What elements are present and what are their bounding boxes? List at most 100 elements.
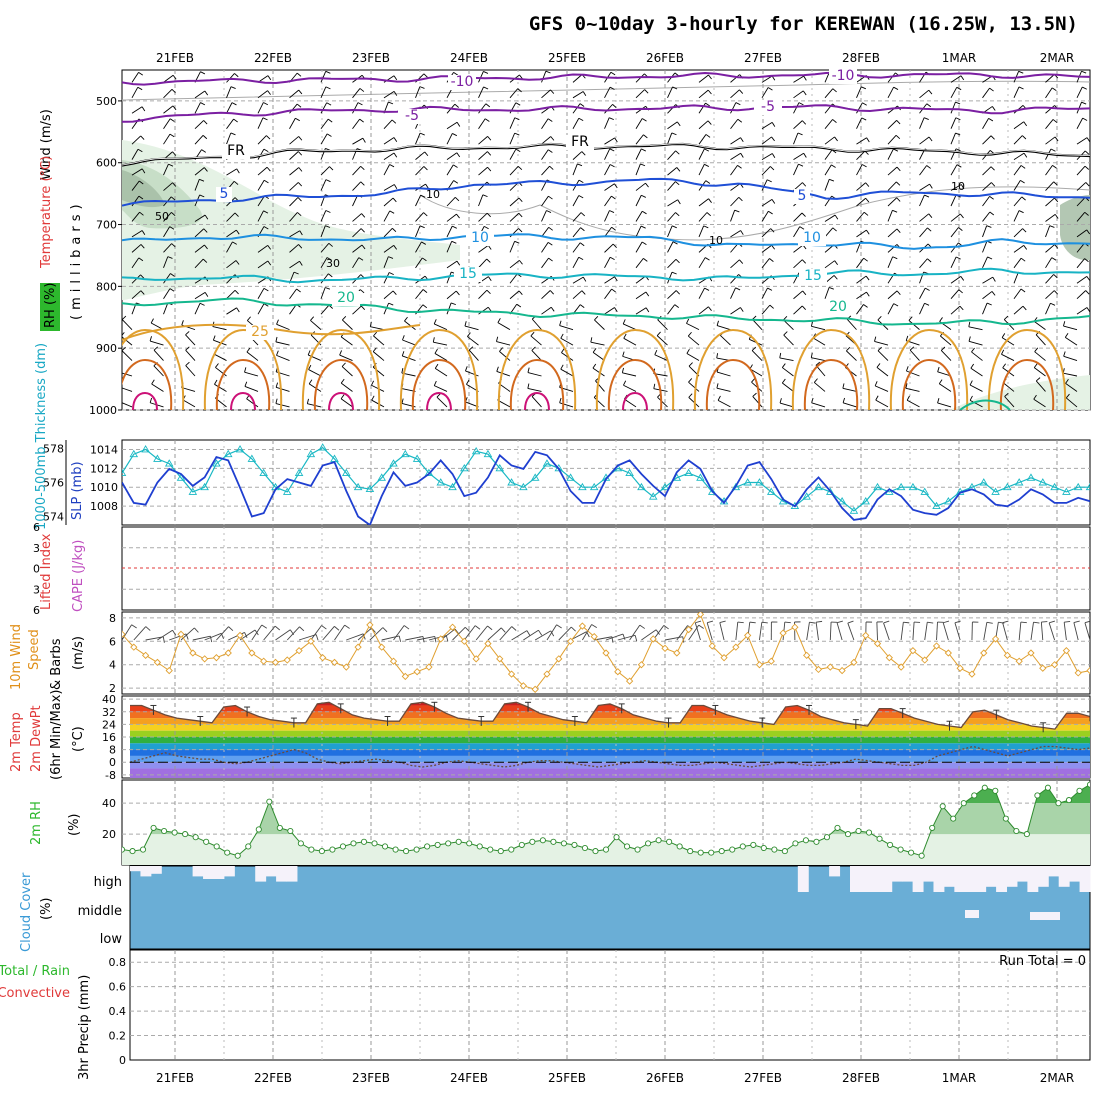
wind-barb [793, 90, 804, 99]
wind-barb-flag [296, 288, 301, 293]
wind10-barb-flag [434, 636, 437, 643]
wind-barb [496, 371, 511, 377]
wind-barb-flag [392, 227, 397, 233]
temp-band [130, 737, 1090, 744]
wind-barb-flag [389, 210, 395, 214]
wind-barb-flag [846, 346, 851, 352]
wind-barb [982, 291, 993, 300]
wind-barb [950, 164, 958, 176]
wind-barb [1045, 214, 1056, 222]
wind-barb [856, 197, 866, 207]
wind-barb [468, 349, 479, 361]
wind-barb-flag [357, 102, 363, 106]
wind-barb [1013, 196, 1023, 207]
isotherm-label-bg [454, 267, 482, 282]
wind-barb-flag [1052, 119, 1058, 123]
slp-marker [471, 446, 481, 455]
rh-marker [487, 846, 494, 853]
wind-barb-flag [423, 73, 428, 78]
wind10-barb-flag [261, 624, 268, 629]
wind-barb [340, 336, 353, 346]
rh-marker [1065, 797, 1073, 804]
wind-barb [289, 151, 299, 160]
wind-barb [496, 341, 511, 346]
wind-barb-flag [677, 199, 681, 205]
wind-barb [595, 380, 605, 392]
wind10-barb-flag [321, 625, 327, 630]
wind-barb [541, 118, 549, 129]
wind-barb-flag [204, 244, 208, 250]
wind-barb-flag [988, 118, 994, 122]
wind10-barb [251, 624, 263, 641]
wind-barb-flag [937, 366, 940, 372]
wind-barb-flag [140, 290, 145, 295]
ylabel-temp-b: 2m DewPt [29, 705, 44, 772]
wind-barb-flag [675, 150, 680, 155]
wind-barb-flag [896, 166, 901, 172]
wind-barb [604, 195, 612, 207]
wind-barb [246, 398, 259, 408]
wind-barb-flag [708, 74, 712, 80]
wind-barb [572, 276, 584, 284]
chart-title: GFS 0~10day 3-hourly for KEREWAN (16.25W… [529, 13, 1078, 35]
wind10-marker [260, 657, 268, 665]
wind10-barb [475, 625, 488, 641]
wind-barb [289, 304, 297, 315]
wind-barb-flag [296, 103, 302, 108]
wind-barb-flag [896, 290, 901, 295]
wind-barb [856, 182, 866, 191]
slp-marker [1085, 482, 1090, 491]
wind-barb-flag [235, 229, 240, 235]
wind-barb [478, 276, 489, 284]
wind-barb [1076, 182, 1087, 191]
rh-marker [287, 827, 294, 835]
cloud-gap-middle [1030, 912, 1060, 920]
slp-marker [519, 482, 528, 491]
wind10-barb [145, 636, 164, 641]
wind-barb [856, 211, 865, 222]
wind10-marker [744, 631, 752, 640]
isotherm-20-surface [959, 399, 1011, 410]
rh-area-fill [122, 784, 1090, 865]
isotherm-35 [524, 391, 550, 410]
wind-barb [122, 319, 133, 330]
cloud-gap-high [829, 866, 841, 877]
wind-barb-flag [149, 336, 152, 342]
wind10-barb [806, 622, 810, 641]
wind-barb [982, 118, 989, 129]
run-total: Run Total = 0 [999, 954, 1086, 969]
precip-panel: 0.80.60.40.20 Run Total = 0 Total / Rain… [0, 949, 1091, 1080]
wind-barb [541, 290, 551, 300]
rh-contour-label: 30 [326, 257, 340, 270]
wind-barb-flag [275, 336, 278, 342]
wind-barb [320, 210, 327, 222]
ylabel-cape: CAPE (J/kg) [71, 540, 86, 612]
wind10-marker [354, 643, 362, 651]
wind-barb [950, 275, 962, 284]
rh-marker [960, 800, 967, 807]
wind10-barb-flag [698, 624, 704, 629]
wind-barb-flag [202, 258, 208, 263]
wind-barb [572, 212, 582, 222]
wind-barb [761, 136, 772, 145]
wind10-barb [286, 626, 300, 641]
wind-barb-flag [927, 227, 932, 232]
rh-marker [122, 846, 126, 853]
wind-barb-flag [138, 257, 144, 262]
wind10-marker [460, 637, 468, 645]
wind-barb-flag [266, 135, 271, 140]
wind10-barb-flag [228, 626, 234, 632]
isotherm-label: -5 [405, 108, 419, 124]
wind-barb-flag [955, 256, 961, 260]
ylabel-wind10-a: 10m Wind [9, 624, 24, 690]
wind10-barb-flag [1073, 620, 1080, 623]
wind-barb-flag [771, 136, 775, 142]
wind-barb-flag [486, 289, 491, 294]
wind-barb-flag [1018, 86, 1024, 90]
wind-barb [1033, 398, 1046, 408]
wind-barb-flag [467, 332, 471, 337]
wind-barb [415, 241, 422, 253]
wind-barb [478, 103, 487, 114]
wind-barb-flag [233, 118, 238, 123]
